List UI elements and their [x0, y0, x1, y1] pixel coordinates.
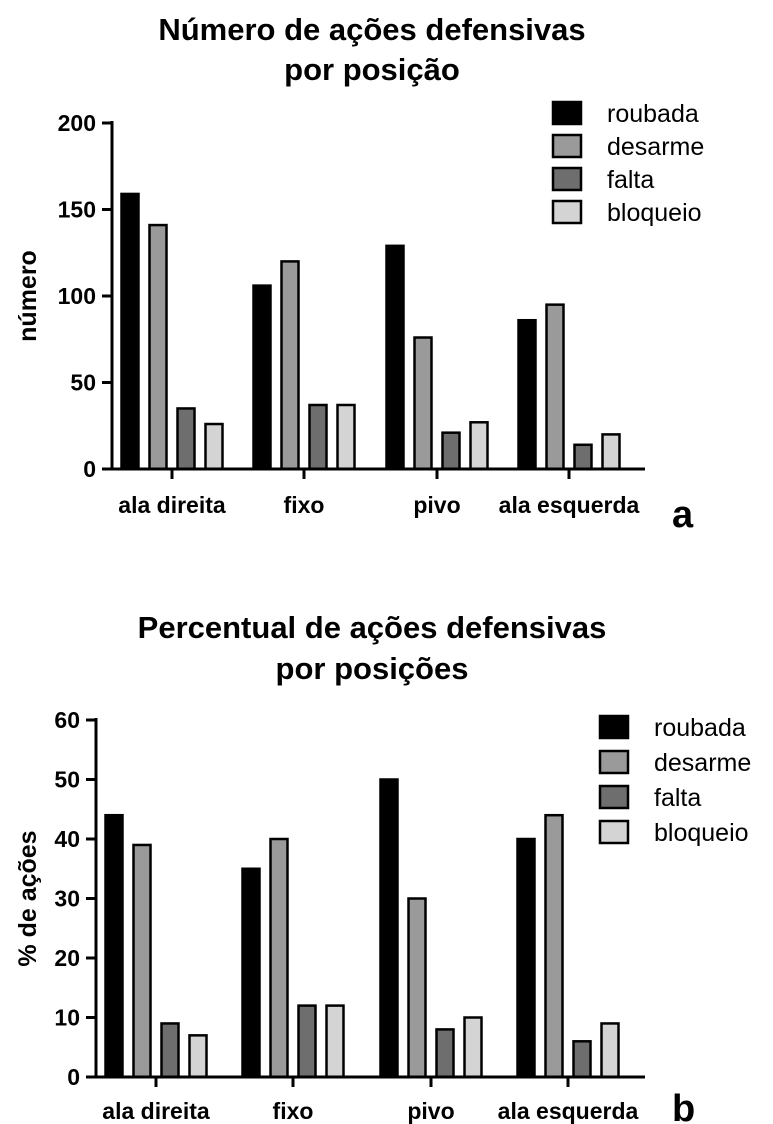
bar-desarme-ala-esquerda — [545, 303, 565, 471]
x-category-label-ala-esquerda: ala esquerda — [498, 1098, 639, 1124]
x-category-label-ala-direita: ala direita — [118, 492, 226, 518]
bar-roubada-pivo — [385, 244, 405, 471]
legend-swatch-bloqueio — [551, 199, 583, 225]
bar-falta-ala-esquerda — [573, 443, 593, 471]
bar-bloqueio-fixo — [336, 403, 356, 471]
bar-desarme-ala-direita — [148, 223, 168, 471]
legend-label-roubada: roubada — [654, 714, 746, 742]
bar-bloqueio-ala-direita — [204, 422, 224, 471]
bar-falta-ala-direita — [160, 1022, 180, 1079]
x-category-label-pivo: pivo — [413, 492, 460, 518]
y-axis-label: % de ações — [14, 830, 42, 966]
panel-label: a — [672, 494, 694, 536]
legend-label-roubada: roubada — [607, 100, 699, 128]
legend-label-bloqueio: bloqueio — [607, 199, 702, 227]
legend-swatch-desarme — [598, 749, 630, 775]
bar-desarme-pivo — [413, 336, 433, 471]
bar-roubada-ala-esquerda — [516, 837, 536, 1079]
y-tick-label-150: 150 — [58, 197, 96, 223]
legend-label-bloqueio: bloqueio — [654, 819, 749, 847]
bar-bloqueio-pivo — [463, 1016, 483, 1079]
chart-title-line-1: Percentual de ações defensivas — [138, 610, 607, 645]
legend-swatch-falta — [598, 784, 630, 810]
y-tick-label-50: 50 — [70, 370, 96, 396]
legend: roubada desarme falta bloqueio — [551, 100, 704, 227]
bar-roubada-pivo — [379, 778, 399, 1079]
bar-roubada-ala-direita — [120, 192, 140, 471]
bar-falta-fixo — [297, 1004, 317, 1079]
y-tick-label-40: 40 — [54, 826, 80, 852]
chart-title-line-2: por posição — [284, 52, 460, 87]
legend-swatch-bloqueio — [598, 819, 630, 845]
y-tick-label-200: 200 — [58, 110, 96, 136]
y-axis-label: número — [14, 250, 42, 342]
bar-falta-ala-direita — [176, 407, 196, 471]
chart-title-line-1: Número de ações defensivas — [158, 12, 585, 47]
bar-desarme-fixo — [280, 260, 300, 471]
chart-panel-2: Percentual de ações defensivas por posiçõ… — [14, 610, 751, 1124]
y-tick-label-30: 30 — [54, 886, 80, 912]
bar-desarme-ala-esquerda — [544, 813, 564, 1079]
bar-roubada-fixo — [252, 284, 272, 471]
bar-bloqueio-ala-direita — [188, 1034, 208, 1079]
panel-label: b — [672, 1088, 695, 1124]
bar-falta-fixo — [308, 403, 328, 471]
y-tick-label-0: 0 — [83, 456, 96, 482]
chart-panel-1: Número de ações defensivas por posição núm… — [14, 12, 704, 536]
bar-bloqueio-fixo — [325, 1004, 345, 1079]
bar-desarme-ala-direita — [132, 843, 152, 1079]
bar-roubada-ala-direita — [104, 813, 124, 1079]
legend-label-desarme: desarme — [607, 133, 704, 161]
bar-roubada-ala-esquerda — [517, 318, 537, 471]
bar-roubada-fixo — [241, 867, 261, 1079]
y-tick-label-10: 10 — [54, 1005, 80, 1031]
x-category-label-ala-esquerda: ala esquerda — [499, 492, 640, 518]
bar-bloqueio-ala-esquerda — [601, 433, 621, 471]
legend-swatch-roubada — [551, 100, 583, 126]
x-category-label-ala-direita: ala direita — [102, 1098, 210, 1124]
bar-falta-pivo — [441, 431, 461, 471]
legend-swatch-roubada — [598, 714, 630, 740]
legend-swatch-desarme — [551, 133, 583, 159]
bar-bloqueio-ala-esquerda — [600, 1022, 620, 1079]
y-tick-label-0: 0 — [67, 1064, 80, 1090]
legend-label-falta: falta — [654, 784, 701, 812]
legend: roubada desarme falta bloqueio — [598, 714, 751, 847]
y-tick-label-60: 60 — [54, 707, 80, 733]
bar-falta-pivo — [435, 1028, 455, 1079]
y-tick-label-50: 50 — [54, 767, 80, 793]
chart-title-line-2: por posições — [276, 651, 469, 686]
x-category-label-fixo: fixo — [284, 492, 325, 518]
x-category-label-pivo: pivo — [407, 1098, 454, 1124]
x-category-label-fixo: fixo — [273, 1098, 314, 1124]
legend-label-desarme: desarme — [654, 749, 751, 777]
y-tick-label-100: 100 — [58, 283, 96, 309]
legend-swatch-falta — [551, 166, 583, 192]
y-tick-label-20: 20 — [54, 945, 80, 971]
legend-label-falta: falta — [607, 166, 654, 194]
bar-desarme-fixo — [269, 837, 289, 1079]
bar-falta-ala-esquerda — [572, 1040, 592, 1079]
bar-desarme-pivo — [407, 897, 427, 1079]
bar-bloqueio-pivo — [469, 421, 489, 471]
